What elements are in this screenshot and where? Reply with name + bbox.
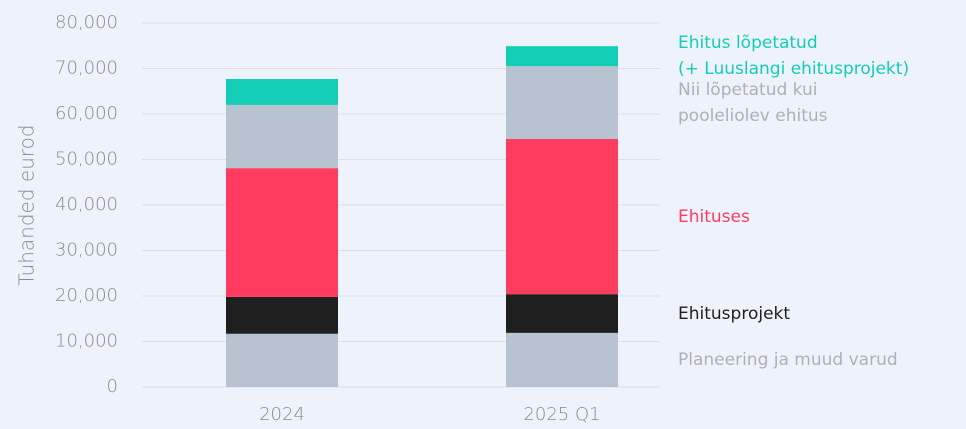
bar-segment <box>506 332 618 387</box>
y-tick-label: 10,000 <box>55 331 118 352</box>
x-tick-label: 2024 <box>259 404 305 425</box>
bar-segment <box>506 46 618 67</box>
bar-segment <box>226 333 338 387</box>
legend-label: Ehituses <box>678 206 750 227</box>
legend-label: Ehitus lõpetatud (+ Luuslangi ehitusproj… <box>678 33 910 80</box>
legend-label: Planeering ja muud varud <box>678 349 898 370</box>
legend-label: Nii lõpetatud kui pooleliolev ehitus <box>678 79 828 126</box>
x-tick-label: 2025 Q1 <box>523 404 600 425</box>
y-tick-label: 40,000 <box>55 194 118 215</box>
bar-segment <box>506 294 618 333</box>
bar-segment <box>226 104 338 169</box>
bar-segment <box>226 78 338 105</box>
bar-segment <box>226 296 338 334</box>
y-axis-label: Tuhanded eurod <box>15 124 39 285</box>
y-tick-label: 80,000 <box>55 12 118 33</box>
y-tick-label: 70,000 <box>55 58 118 79</box>
y-tick-label: 20,000 <box>55 285 118 306</box>
y-tick-label: 50,000 <box>55 149 118 170</box>
y-tick-label: 60,000 <box>55 103 118 124</box>
bar-segment <box>226 168 338 297</box>
legend-label: Ehitusprojekt <box>678 303 791 324</box>
bar-segment <box>506 139 618 295</box>
y-tick-label: 0 <box>107 376 118 397</box>
y-tick-label: 30,000 <box>55 240 118 261</box>
bar-segment <box>506 66 618 140</box>
